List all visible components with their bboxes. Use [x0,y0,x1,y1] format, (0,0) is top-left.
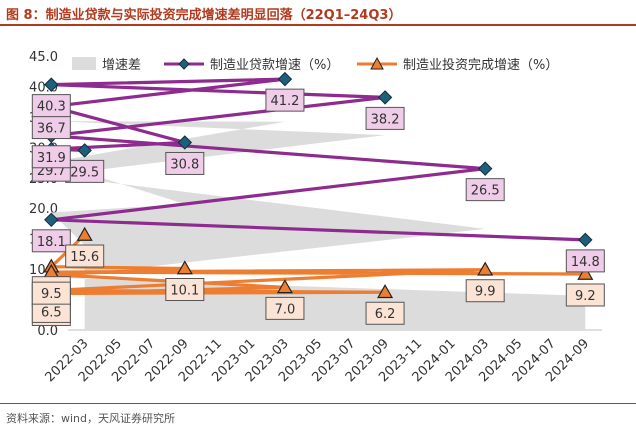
loan-growth-point [44,212,59,227]
loan-growth-label: 30.8 [170,157,199,172]
investment-growth-label-box [365,301,405,325]
title-rule [0,24,636,26]
investment-growth-label: 7.0 [275,302,296,317]
loan-growth-label: 14.8 [571,255,600,270]
y-tick-label: 45.0 [29,50,58,65]
investment-growth-label: 9.2 [575,289,596,304]
loan-growth-label: 18.1 [37,235,66,250]
y-tick-label: 0.0 [37,324,58,339]
data-labels: 29.529.7 30.836.741.240.338.231.926.518.1… [31,88,605,326]
investment-growth-label: 15.6 [70,250,99,265]
investment-growth-label: 6.2 [375,307,396,322]
figure-title: 图 8：制造业贷款与实际投资完成增速差明显回落（22Q1–24Q3） [6,8,402,23]
area-spread [51,121,586,330]
legend-marker-investment [370,56,384,70]
loan-growth-point [477,161,493,176]
loan-growth-point [578,232,593,248]
legend-marker-loan [178,58,190,70]
investment-growth-point [176,260,193,275]
legend-label-spread: 增速差 [102,58,141,73]
investment-growth-label-box [265,296,305,320]
investment-growth-label: 6.5 [41,305,62,320]
line-chart: 0.05.010.015.020.025.030.035.040.045.020… [29,50,605,385]
loan-growth-label-box [31,145,71,169]
investment-growth-label-box [65,244,105,268]
source-rule [0,403,636,404]
loan-growth-point [177,135,193,150]
investment-growth-point [377,284,394,299]
loan-growth-label: 36.7 [37,122,66,137]
investment-growth-label-box [465,279,505,303]
loan-growth-point [77,143,92,158]
source-note: 资料来源：wind，天风证券研究所 [6,412,176,425]
loan-growth-label: 29.5 [70,165,99,180]
loan-growth-label-box [365,106,405,130]
loan-growth-label-box [165,151,205,175]
loan-growth-label-box [465,178,505,202]
investment-growth-point [477,261,494,276]
investment-growth-point [276,279,293,294]
legend-label-investment: 制造业投资完成增速（%） [403,57,558,73]
investment-growth-label: 9.5 [41,287,62,302]
investment-growth-label: 10.1 [170,284,199,299]
loan-growth-point [377,90,393,105]
investment-growth-label-box [31,281,71,305]
loan-growth-label: 41.2 [270,94,299,109]
loan-growth-label: 26.5 [471,184,500,199]
loan-growth-label-box [265,88,305,112]
investment-growth-label: 9.9 [475,285,496,300]
loan-growth-point [277,71,293,87]
loan-growth-label: 40.3 [37,100,66,115]
area-series [51,121,586,330]
investment-growth-label-box [565,283,605,307]
legend-label-loan: 制造业贷款增速（%） [210,58,339,73]
loan-growth-label-box [31,229,71,253]
loan-growth-label-box [31,94,71,118]
investment-growth-point [76,226,93,241]
loan-growth-point [44,77,59,92]
loan-growth-label: 31.9 [37,151,66,166]
investment-growth-label-box [165,278,205,302]
loan-growth-label: 38.2 [371,112,400,127]
legend-swatch-spread [72,57,96,70]
loan-growth-label-box [565,249,605,273]
investment-growth-point [577,265,594,280]
legend: 增速差 制造业贷款增速（%） 制造业投资完成增速（%） [72,56,558,73]
